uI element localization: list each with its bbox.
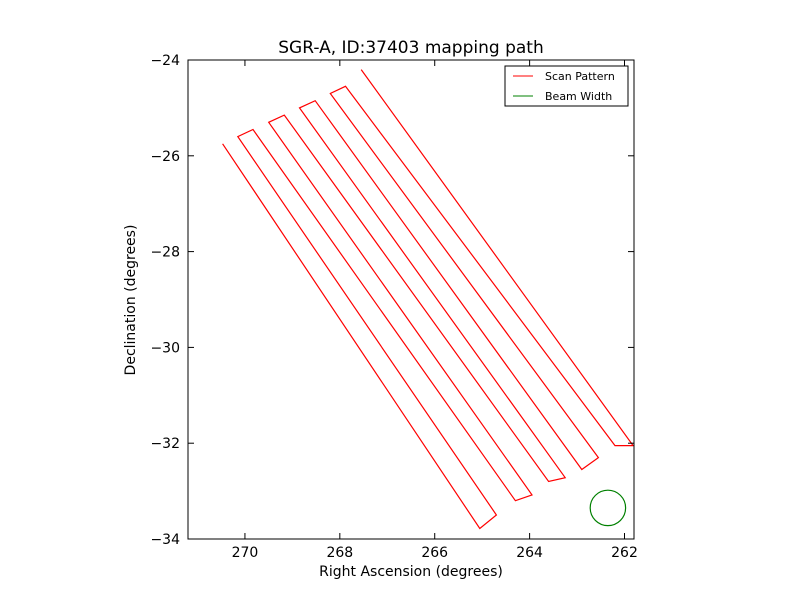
legend: Scan Pattern Beam Width (504, 65, 629, 107)
x-tick-label: 264 (516, 545, 543, 561)
y-tick-label: −28 (150, 245, 180, 261)
plot-frame (187, 59, 635, 540)
x-tick-label: 266 (421, 545, 448, 561)
x-axis-title: Right Ascension (degrees) (319, 564, 503, 580)
y-tick-label: −32 (150, 436, 180, 452)
y-tick-label: −26 (150, 149, 180, 165)
y-tick-label: −24 (150, 53, 180, 69)
x-tick-label: 262 (611, 545, 638, 561)
y-axis-title: Declination (degrees) (123, 225, 139, 376)
chart-title: SGR-A, ID:37403 mapping path (278, 38, 544, 58)
y-tick-label: −30 (150, 340, 180, 356)
scan-pattern-line (222, 69, 634, 530)
beam-width-circle (589, 489, 627, 527)
x-tick-label: 268 (326, 545, 353, 561)
y-tick-label: −34 (150, 532, 180, 548)
axis-ticks: 270 268 266 264 262 −24 −26 −28 −30 −32 −34 (150, 53, 637, 561)
legend-scan-label: Scan Pattern (545, 70, 615, 83)
scan-pattern-series (222, 69, 634, 530)
legend-beam-label: Beam Width (545, 90, 612, 103)
x-tick-label: 270 (232, 545, 259, 561)
legend-box (504, 65, 629, 107)
